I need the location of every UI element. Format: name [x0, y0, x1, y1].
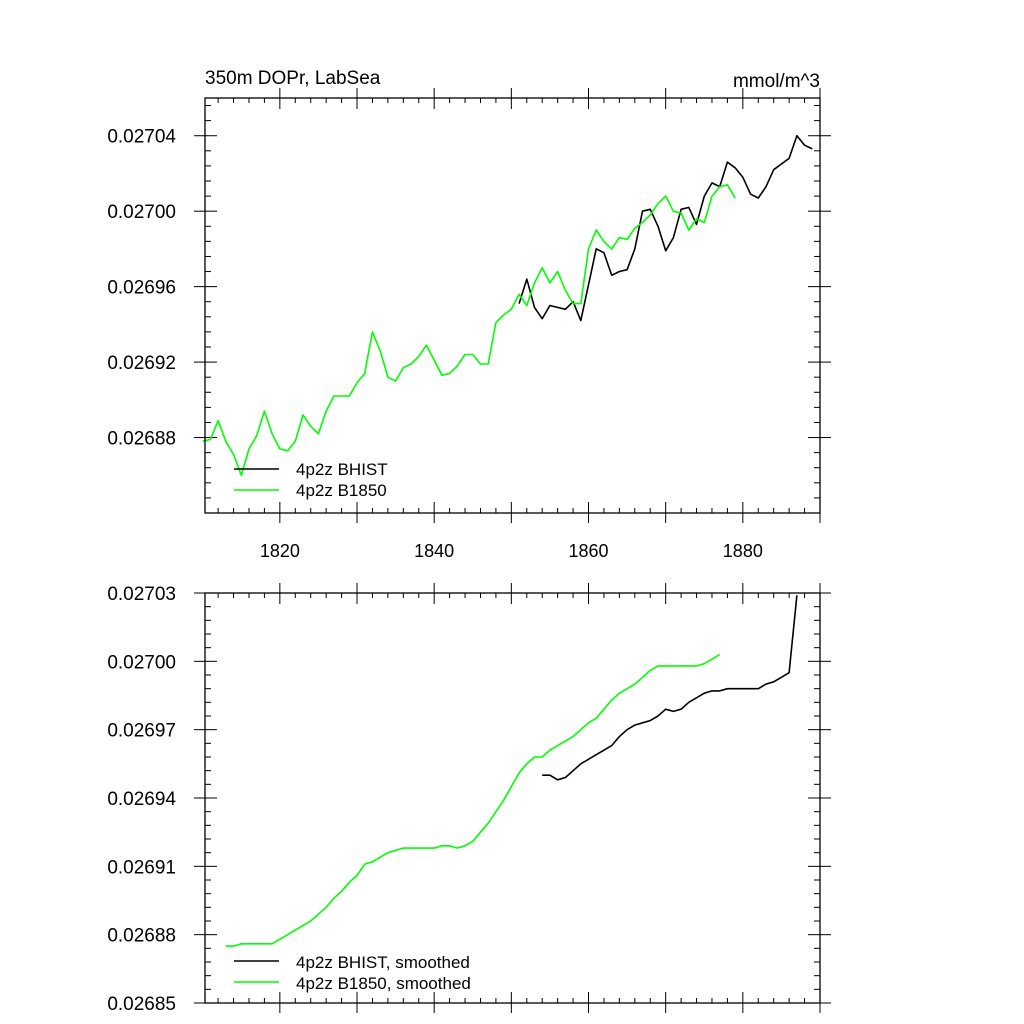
x-tick-label: 1820: [260, 541, 300, 561]
series-line-bhist: [518, 134, 813, 322]
y-tick-label: 0.02700: [107, 202, 176, 223]
x-tick-label: 1860: [568, 541, 608, 561]
bottom-panel: 0.02685 0.02688 0.02691 0.02694 0.02697 0.027…: [107, 583, 831, 1015]
top-panel-series: [202, 134, 813, 477]
legend-label-b1850-smoothed: 4p2z B1850, smoothed: [296, 974, 471, 993]
top-panel-tick-labels: 1820 1840 1860 1880 0.02688 0.02692 0.02696 0.0…: [107, 127, 763, 561]
y-tick-label: 0.02692: [107, 353, 176, 374]
y-tick-label: 0.02696: [107, 278, 176, 299]
series-line-b1850: [225, 653, 721, 947]
bottom-plot-frame: [204, 592, 821, 1004]
y-tick-label: 0.02688: [107, 429, 176, 450]
series-line-b1850: [202, 184, 736, 477]
y-tick-label: 0.02703: [107, 584, 176, 605]
y-tick-label: 0.02697: [107, 721, 176, 742]
units-label: mmol/m^3: [733, 71, 820, 92]
bottom-panel-tick-labels: 0.02685 0.02688 0.02691 0.02694 0.02697 0.027…: [107, 584, 176, 1015]
legend-label-b1850: 4p2z B1850: [296, 481, 387, 500]
bottom-panel-series: [225, 595, 798, 947]
top-plot-frame: [204, 97, 821, 514]
legend-label-bhist: 4p2z BHIST: [296, 460, 388, 479]
chart-title: 350m DOPr, LabSea: [205, 68, 381, 89]
bottom-legend: 4p2z BHIST, smoothed 4p2z B1850, smoothe…: [234, 953, 471, 993]
top-panel-ticks: [194, 88, 831, 523]
series-line-bhist: [542, 595, 798, 781]
y-tick-label: 0.02704: [107, 127, 176, 148]
y-tick-label: 0.02691: [107, 857, 176, 878]
top-panel: 350m DOPr, LabSea mmol/m^3 1820 1840 1860 1…: [107, 68, 831, 561]
x-tick-label: 1840: [414, 541, 454, 561]
y-tick-label: 0.02688: [107, 926, 176, 947]
y-tick-label: 0.02685: [107, 994, 176, 1015]
x-tick-label: 1880: [723, 541, 763, 561]
legend-label-bhist-smoothed: 4p2z BHIST, smoothed: [296, 953, 470, 972]
top-legend: 4p2z BHIST 4p2z B1850: [234, 460, 388, 500]
bottom-panel-ticks: [194, 583, 831, 1013]
y-tick-label: 0.02700: [107, 652, 176, 673]
y-tick-label: 0.02694: [107, 789, 176, 810]
